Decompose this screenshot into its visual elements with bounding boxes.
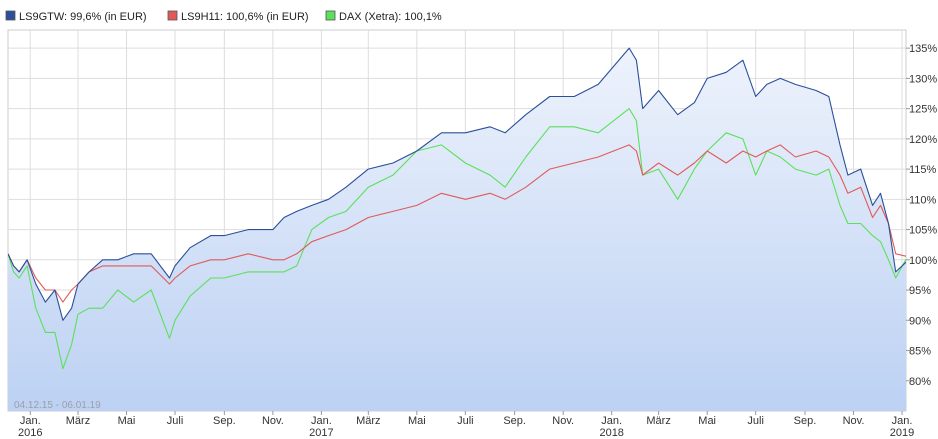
x-year-label: 2018 (599, 427, 623, 439)
legend-label-s1: LS9GTW: 99,6% (in EUR) (19, 11, 147, 23)
legend-swatch-s1 (5, 10, 16, 21)
y-tick-label: 130% (909, 73, 937, 85)
series-line-s1 (8, 47, 906, 321)
x-tick-label: Sep. (213, 415, 236, 427)
y-tick-label: 85% (909, 346, 931, 358)
date-range-label: 04.12.15 - 06.01.19 (14, 400, 101, 411)
x-tick-label: Nov. (262, 415, 284, 427)
x-tick-label: Nov. (843, 415, 865, 427)
y-tick-label: 95% (909, 285, 931, 297)
legend-swatch-s3 (325, 10, 336, 21)
x-tick-label: Jan. (311, 415, 332, 427)
y-axis: 80% 85% 90% 95% 100% 105% 110% 115% 120% 125% 130%… (906, 43, 937, 388)
y-tick-label: 135% (909, 43, 937, 55)
y-tick-label: 125% (909, 104, 937, 116)
y-tick-label: 115% (909, 164, 937, 176)
y-tick-label: 90% (909, 315, 931, 327)
x-tick-label: März (356, 415, 380, 427)
x-year-label: 2017 (309, 427, 333, 439)
series-area-s1 (8, 48, 906, 411)
y-tick-label: 105% (909, 225, 937, 237)
x-year-label: 2016 (18, 427, 42, 439)
x-tick-label: Jan. (892, 415, 913, 427)
series-lines (8, 47, 906, 370)
x-tick-label: Jan. (601, 415, 622, 427)
y-tick-label: 120% (909, 134, 937, 146)
x-tick-label: Juli (747, 415, 764, 427)
x-tick-label: März (66, 415, 90, 427)
x-tick-label: Sep. (503, 415, 526, 427)
x-tick-label: Sep. (794, 415, 817, 427)
y-tick-label: 80% (909, 376, 931, 388)
x-tick-label: Juli (167, 415, 184, 427)
area-fill (8, 48, 906, 411)
x-tick-label: Jan. (20, 415, 41, 427)
x-year-label: 2019 (890, 427, 914, 439)
y-tick-label: 100% (909, 255, 937, 267)
x-tick-label: März (646, 415, 670, 427)
legend-label-s2: LS9H11: 100,6% (in EUR) (181, 11, 309, 23)
x-tick-label: Nov. (552, 415, 574, 427)
x-tick-label: Juli (457, 415, 474, 427)
y-tick-label: 110% (909, 194, 937, 206)
x-tick-label: Mai (698, 415, 716, 427)
chart-legend: LS9GTW: 99,6% (in EUR) LS9H11: 100,6% (in… (5, 10, 442, 23)
legend-label-s3: DAX (Xetra): 100,1% (339, 11, 442, 23)
legend-swatch-s2 (167, 10, 178, 21)
x-tick-label: Mai (118, 415, 136, 427)
x-tick-label: Mai (408, 415, 426, 427)
series-line-s3 (8, 108, 906, 370)
